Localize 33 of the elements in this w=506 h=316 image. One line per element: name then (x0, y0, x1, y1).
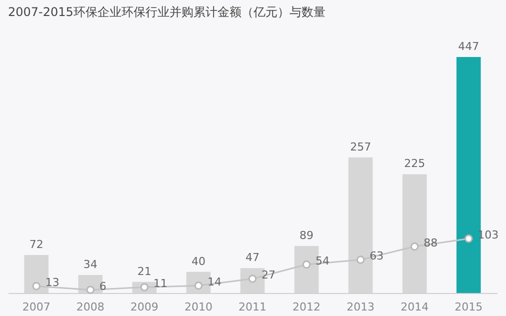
data-label: 257 (350, 140, 372, 154)
data-label: 54 (316, 254, 330, 268)
x-tick-label: 2013 (346, 300, 375, 314)
data-label: 63 (370, 250, 384, 263)
x-tick-label: 2009 (130, 300, 158, 314)
x-tick-label: 2008 (76, 300, 104, 314)
data-label: 72 (29, 238, 44, 251)
data-label: 27 (262, 268, 276, 282)
data-label: 6 (99, 280, 106, 293)
chart-title: 2007-2015环保企业环保行业并购累计金额（亿元）与数量 (8, 5, 326, 19)
x-tick-label: 2011 (238, 300, 266, 314)
point (356, 256, 365, 264)
x-tick-label: 2007 (22, 300, 50, 314)
data-label: 47 (246, 251, 260, 264)
data-label: 447 (458, 40, 480, 53)
data-label: 14 (207, 276, 222, 289)
x-tick-label: 2012 (292, 300, 321, 314)
point (464, 234, 473, 243)
point (410, 242, 419, 251)
data-label: 13 (45, 276, 60, 290)
x-tick-label: 2010 (184, 300, 212, 314)
x-tick-label: 2015 (454, 300, 483, 314)
x-tick-label: 2014 (400, 300, 429, 314)
data-label: 21 (137, 264, 152, 278)
point (302, 260, 311, 269)
data-label: 225 (404, 157, 426, 170)
point (86, 286, 95, 294)
data-label: 34 (83, 258, 98, 272)
data-label: 40 (191, 254, 206, 268)
data-label: 89 (300, 229, 314, 242)
data-label: 11 (153, 277, 168, 290)
point (32, 282, 40, 290)
data-label: 88 (424, 236, 438, 250)
